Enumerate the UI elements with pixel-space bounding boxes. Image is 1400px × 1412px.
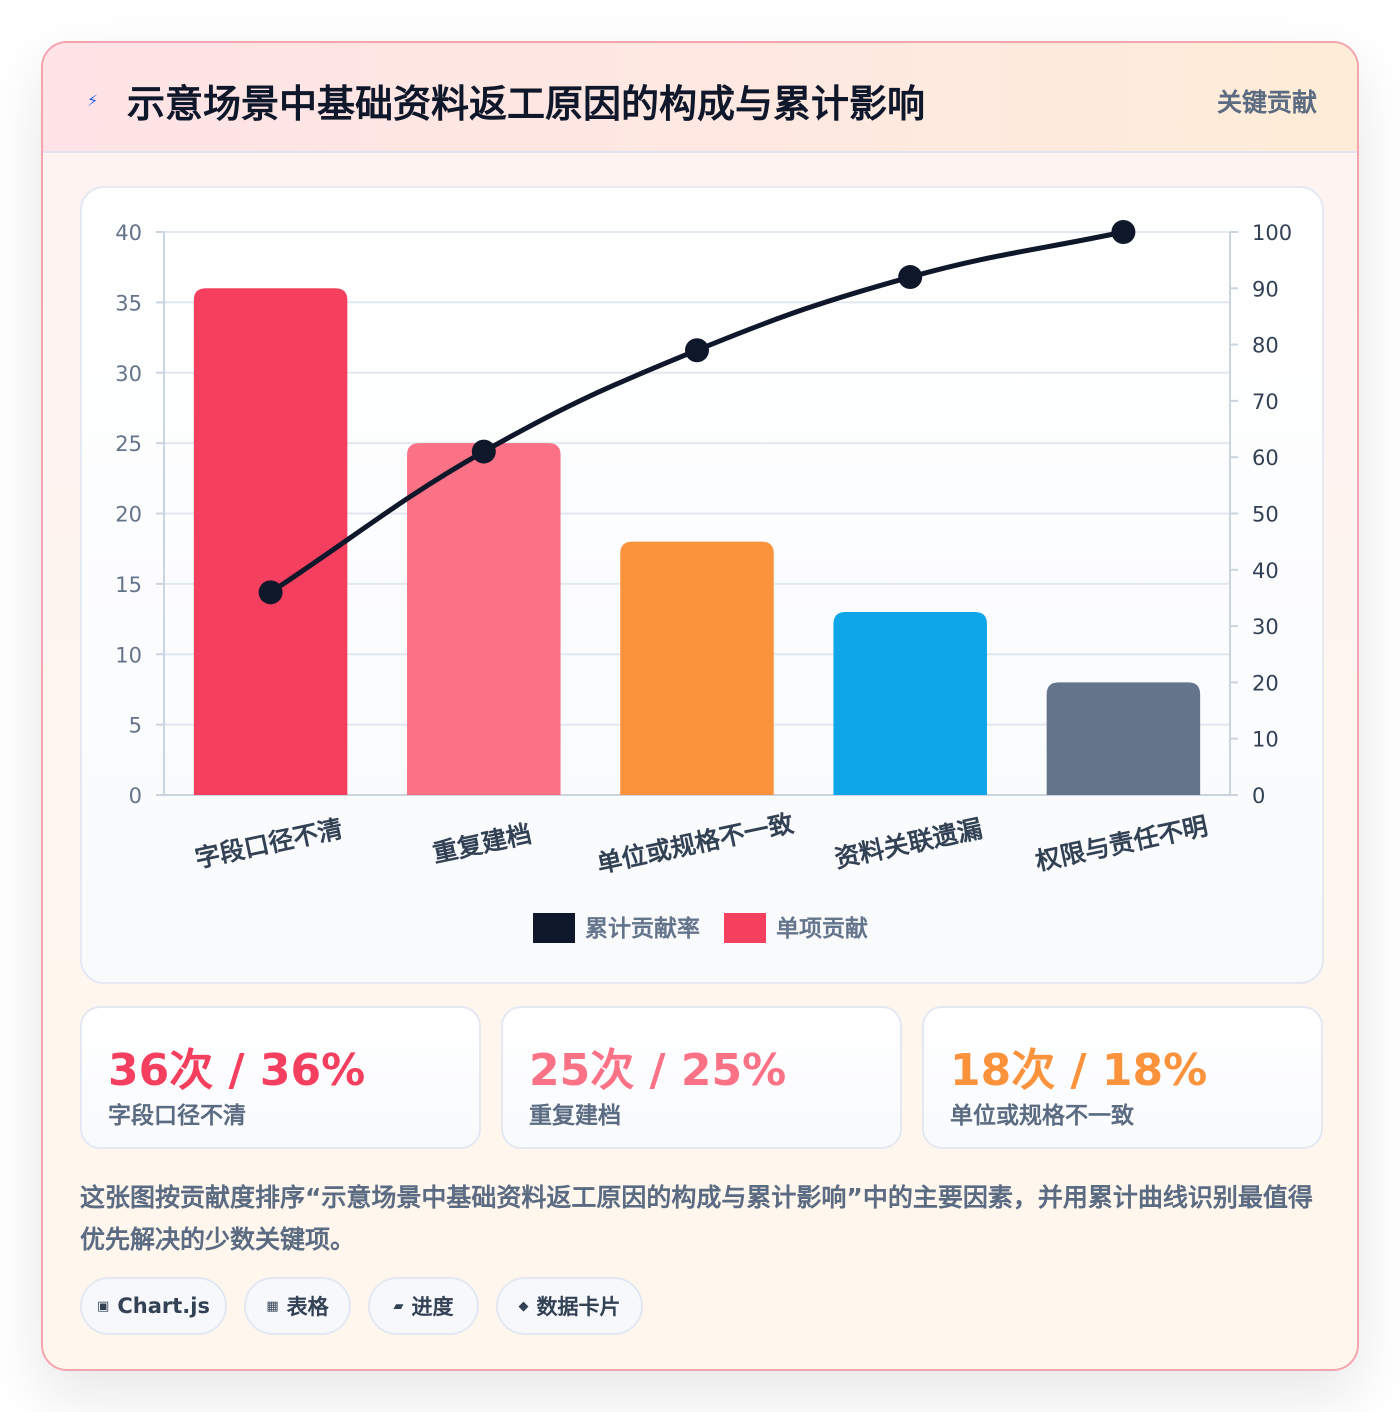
key-contribution-badge: 关键贡献 (1216, 88, 1317, 117)
x-tick-label: 权限与责任不明 (1032, 811, 1210, 876)
diamond-icon: ◆ (518, 1298, 529, 1314)
right-tick-label: 90 (1252, 277, 1279, 301)
right-tick-label: 50 (1252, 503, 1279, 527)
legend-label: 单项贡献 (776, 916, 868, 942)
left-tick-label: 15 (115, 573, 142, 597)
right-tick-label: 30 (1252, 615, 1279, 639)
table-icon: ▦ (266, 1298, 279, 1314)
card-header: ⚡ 示意场景中基础资料返工原因的构成与累计影响 关键贡献 (43, 43, 1357, 153)
main-card: ⚡ 示意场景中基础资料返工原因的构成与累计影响 关键贡献 0 5 10 15 20 25 3… (41, 41, 1359, 1371)
bar (620, 541, 774, 795)
left-tick-label: 5 (129, 714, 142, 738)
left-tick-label: 35 (115, 291, 142, 315)
stat-card-2: 25次 / 25% 重复建档 (501, 1006, 902, 1149)
stat-label: 重复建档 (529, 1103, 621, 1129)
left-tick-label: 20 (115, 503, 142, 527)
tag-data-card[interactable]: ◆ 数据卡片 (496, 1277, 643, 1335)
cumulative-point (258, 580, 283, 605)
chart-panel: 0 5 10 15 20 25 30 35 40 0 10 20 30 40 50 60 70 80 90 100 字段… (80, 186, 1324, 984)
page-title: 示意场景中基础资料返工原因的构成与累计影响 (127, 82, 926, 126)
x-tick-label: 重复建档 (430, 819, 534, 868)
chart-icon: ▣ (97, 1298, 110, 1314)
legend-swatch (533, 913, 575, 943)
bar (407, 443, 561, 795)
progress-icon: ▰ (393, 1298, 404, 1314)
left-tick-label: 40 (115, 221, 142, 245)
cumulative-line (268, 229, 1126, 595)
stat-card-1: 36次 / 36% 字段口径不清 (80, 1006, 481, 1149)
stat-value: 18次 / 18% (950, 1045, 1208, 1096)
x-tick-label: 资料关联遗漏 (832, 814, 985, 874)
legend-label: 累计贡献率 (585, 915, 700, 942)
tag-table[interactable]: ▦ 表格 (244, 1277, 351, 1335)
tag-label: 表格 (286, 1295, 329, 1319)
pareto-chart: 0 5 10 15 20 25 30 35 40 0 10 20 30 40 50 60 70 80 90 100 字段… (115, 220, 1292, 943)
right-tick-label: 60 (1252, 446, 1279, 470)
left-tick-label: 30 (115, 362, 142, 386)
right-tick-label: 100 (1252, 221, 1292, 245)
chart-description: 这张图按贡献度排序“示意场景中基础资料返工原因的构成与累计影响”中的主要因素，并… (80, 1183, 1313, 1254)
tag-chartjs[interactable]: ▣ Chart.js (80, 1277, 227, 1335)
tag-label: 进度 (411, 1295, 454, 1319)
right-tick-label: 0 (1252, 784, 1265, 808)
x-tick-label: 字段口径不清 (192, 814, 345, 874)
stat-value: 25次 / 25% (529, 1045, 787, 1096)
right-tick-label: 20 (1252, 671, 1279, 695)
left-tick-label: 25 (115, 432, 142, 456)
left-tick-label: 0 (129, 784, 142, 808)
right-tick-label: 80 (1252, 334, 1279, 358)
cumulative-point (1111, 220, 1136, 244)
legend-swatch (724, 913, 766, 943)
right-tick-label: 70 (1252, 390, 1279, 414)
lightning-icon: ⚡ (87, 91, 99, 110)
stat-label: 字段口径不清 (108, 1103, 246, 1129)
right-tick-label: 40 (1252, 559, 1279, 583)
bar (1046, 682, 1201, 795)
bar (833, 612, 987, 795)
stat-card-3: 18次 / 18% 单位或规格不一致 (922, 1006, 1323, 1149)
tag-progress[interactable]: ▰ 进度 (368, 1277, 479, 1335)
cumulative-point (898, 265, 923, 290)
cumulative-point (471, 439, 496, 464)
cumulative-point (685, 338, 709, 363)
tag-label: Chart.js (117, 1294, 210, 1318)
stat-label: 单位或规格不一致 (950, 1103, 1134, 1129)
stat-value: 36次 / 36% (108, 1045, 366, 1096)
left-tick-label: 10 (115, 643, 142, 667)
right-tick-label: 10 (1252, 728, 1279, 752)
tag-label: 数据卡片 (536, 1295, 621, 1319)
bar (193, 288, 348, 795)
x-tick-label: 单位或规格不一致 (594, 809, 797, 879)
